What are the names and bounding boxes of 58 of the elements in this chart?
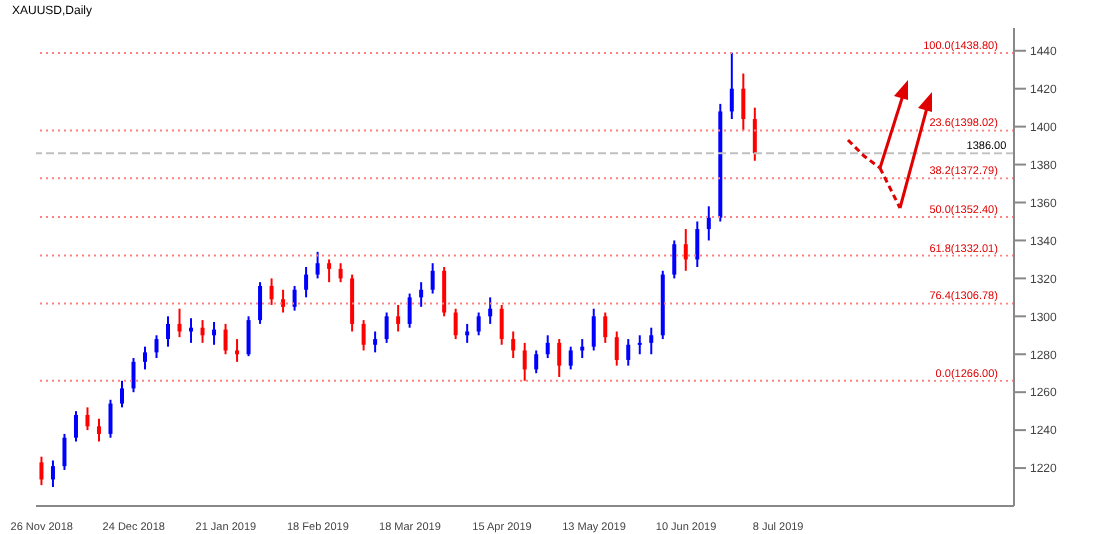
candlestick [62,432,67,471]
candlestick [50,459,55,489]
candlestick [131,357,136,394]
candlestick [304,266,309,299]
candlestick [246,315,251,358]
candlestick [603,311,608,344]
candlestick [511,330,516,360]
candlestick [695,220,700,268]
candlestick [258,281,263,325]
candlestick [729,51,734,121]
candlestick [396,303,401,333]
candlestick [373,330,378,354]
candlestick [315,250,320,280]
candlestick [200,319,205,344]
candlestick [465,322,470,344]
candlestick [143,345,147,371]
candlestick [545,334,550,360]
candlestick [281,288,286,314]
candlestick [119,379,124,409]
candlestick [73,410,78,443]
candlestick [361,319,366,352]
candlestick [706,205,711,242]
candlestick [350,273,355,333]
candlestick [223,322,228,356]
candlestick [752,106,757,162]
candlestick [591,307,596,352]
candlestick [534,349,539,375]
candlestick [741,72,746,132]
candlestick [85,406,90,432]
candlestick [235,338,240,363]
candlestick [39,455,44,487]
candlestick [154,334,159,360]
candlestick [442,266,447,318]
candlestick [499,303,504,346]
candlestick [672,239,677,280]
candlestick [488,296,493,325]
candlestick [419,281,424,308]
candlestick [637,334,642,356]
candlestick [96,417,101,443]
candlestick [649,326,654,356]
candlestick [614,330,619,367]
candlestick [453,307,458,341]
candlestick [166,315,171,348]
candlestick [626,338,631,367]
candlestick [177,307,182,339]
candlestick [407,292,412,329]
candlestick [557,338,562,379]
candlestick [327,258,332,284]
candlestick [683,228,688,272]
candlestick [476,311,481,337]
candlestick [522,341,527,382]
candlestick [292,284,297,312]
candlestick [108,398,113,439]
candlestick [384,311,389,344]
candlestick [338,262,343,284]
candlestick [269,277,274,306]
candlestick [430,262,435,295]
candlestick [568,345,573,371]
